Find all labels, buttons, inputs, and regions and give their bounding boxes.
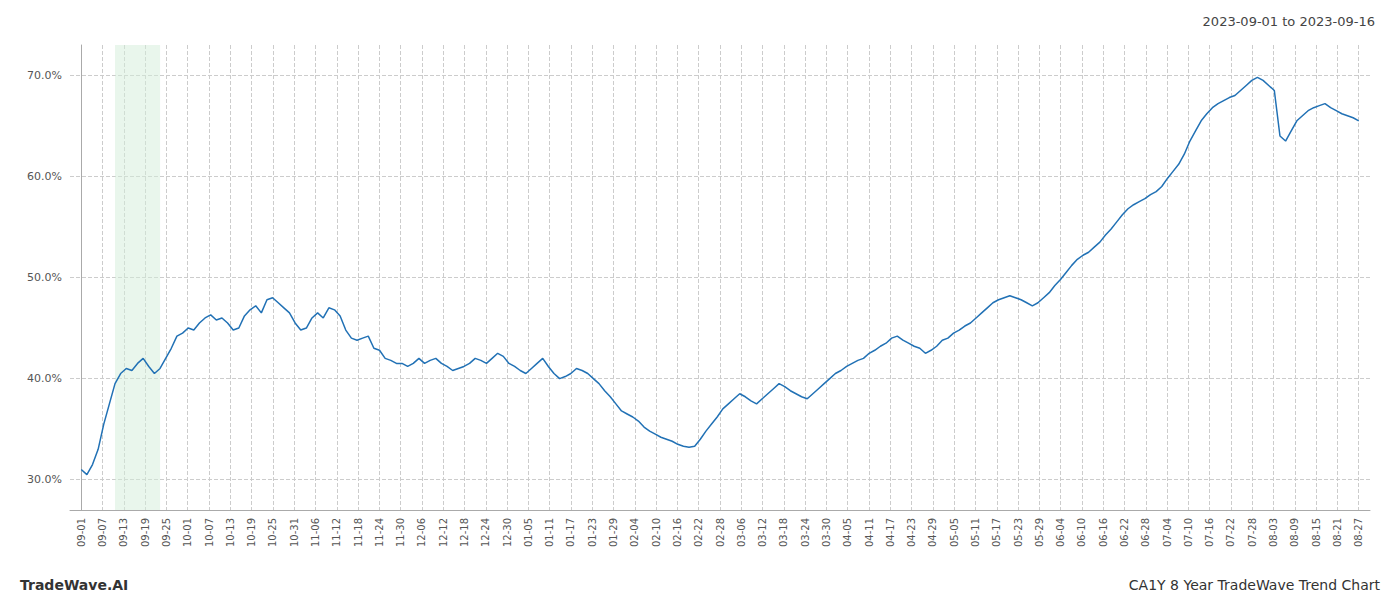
- svg-text:02-04: 02-04: [629, 518, 640, 547]
- svg-text:05-11: 05-11: [970, 518, 981, 547]
- svg-text:70.0%: 70.0%: [27, 69, 62, 82]
- svg-text:05-17: 05-17: [991, 518, 1002, 547]
- svg-text:01-17: 01-17: [565, 518, 576, 547]
- svg-text:10-13: 10-13: [225, 518, 236, 547]
- svg-text:02-16: 02-16: [672, 518, 683, 547]
- svg-text:11-24: 11-24: [374, 518, 385, 547]
- svg-text:01-23: 01-23: [587, 518, 598, 547]
- svg-text:02-22: 02-22: [693, 518, 704, 547]
- svg-text:04-05: 04-05: [842, 518, 853, 547]
- svg-text:02-10: 02-10: [651, 518, 662, 547]
- svg-text:08-15: 08-15: [1311, 518, 1322, 547]
- svg-text:10-25: 10-25: [267, 518, 278, 547]
- svg-text:07-22: 07-22: [1225, 518, 1236, 547]
- svg-text:01-05: 01-05: [523, 518, 534, 547]
- svg-text:08-27: 08-27: [1353, 518, 1364, 547]
- svg-text:03-12: 03-12: [757, 518, 768, 547]
- svg-text:01-11: 01-11: [544, 518, 555, 547]
- svg-text:07-28: 07-28: [1247, 518, 1258, 547]
- svg-text:07-10: 07-10: [1183, 518, 1194, 547]
- svg-text:07-04: 07-04: [1162, 518, 1173, 547]
- svg-text:04-17: 04-17: [885, 518, 896, 547]
- svg-text:06-04: 06-04: [1055, 518, 1066, 547]
- svg-text:03-06: 03-06: [736, 518, 747, 547]
- svg-text:12-06: 12-06: [416, 518, 427, 547]
- svg-text:10-31: 10-31: [289, 518, 300, 547]
- svg-text:09-19: 09-19: [140, 518, 151, 547]
- svg-text:11-06: 11-06: [310, 518, 321, 547]
- svg-text:04-29: 04-29: [927, 518, 938, 547]
- svg-text:40.0%: 40.0%: [27, 372, 62, 385]
- svg-text:11-18: 11-18: [353, 518, 364, 547]
- svg-text:12-18: 12-18: [459, 518, 470, 547]
- svg-text:12-30: 12-30: [502, 518, 513, 547]
- svg-text:12-12: 12-12: [438, 518, 449, 547]
- svg-text:04-23: 04-23: [906, 518, 917, 547]
- svg-text:TradeWave.AI: TradeWave.AI: [20, 577, 128, 593]
- svg-text:05-29: 05-29: [1034, 518, 1045, 547]
- svg-text:11-12: 11-12: [331, 518, 342, 547]
- svg-text:03-24: 03-24: [800, 518, 811, 547]
- svg-text:08-21: 08-21: [1332, 518, 1343, 547]
- svg-text:05-23: 05-23: [1013, 518, 1024, 547]
- svg-text:08-09: 08-09: [1289, 518, 1300, 547]
- svg-text:10-19: 10-19: [246, 518, 257, 547]
- svg-text:60.0%: 60.0%: [27, 170, 62, 183]
- svg-text:12-24: 12-24: [480, 518, 491, 547]
- svg-text:01-29: 01-29: [608, 518, 619, 547]
- svg-text:03-18: 03-18: [778, 518, 789, 547]
- svg-text:50.0%: 50.0%: [27, 271, 62, 284]
- svg-text:09-25: 09-25: [161, 518, 172, 547]
- svg-text:06-10: 06-10: [1076, 518, 1087, 547]
- svg-text:09-07: 09-07: [97, 518, 108, 547]
- svg-text:11-30: 11-30: [395, 518, 406, 547]
- svg-text:09-01: 09-01: [76, 518, 87, 547]
- svg-text:09-13: 09-13: [118, 518, 129, 547]
- svg-text:2023-09-01 to 2023-09-16: 2023-09-01 to 2023-09-16: [1203, 14, 1375, 29]
- svg-text:30.0%: 30.0%: [27, 473, 62, 486]
- svg-text:03-30: 03-30: [821, 518, 832, 547]
- svg-text:06-16: 06-16: [1098, 518, 1109, 547]
- svg-text:02-28: 02-28: [715, 518, 726, 547]
- svg-text:06-22: 06-22: [1119, 518, 1130, 547]
- svg-text:08-03: 08-03: [1268, 518, 1279, 547]
- svg-text:07-16: 07-16: [1204, 518, 1215, 547]
- svg-text:05-05: 05-05: [949, 518, 960, 547]
- svg-text:04-11: 04-11: [864, 518, 875, 547]
- svg-text:06-28: 06-28: [1140, 518, 1151, 547]
- svg-text:10-01: 10-01: [182, 518, 193, 547]
- svg-text:CA1Y 8 Year TradeWave Trend Ch: CA1Y 8 Year TradeWave Trend Chart: [1129, 577, 1381, 593]
- svg-text:10-07: 10-07: [204, 518, 215, 547]
